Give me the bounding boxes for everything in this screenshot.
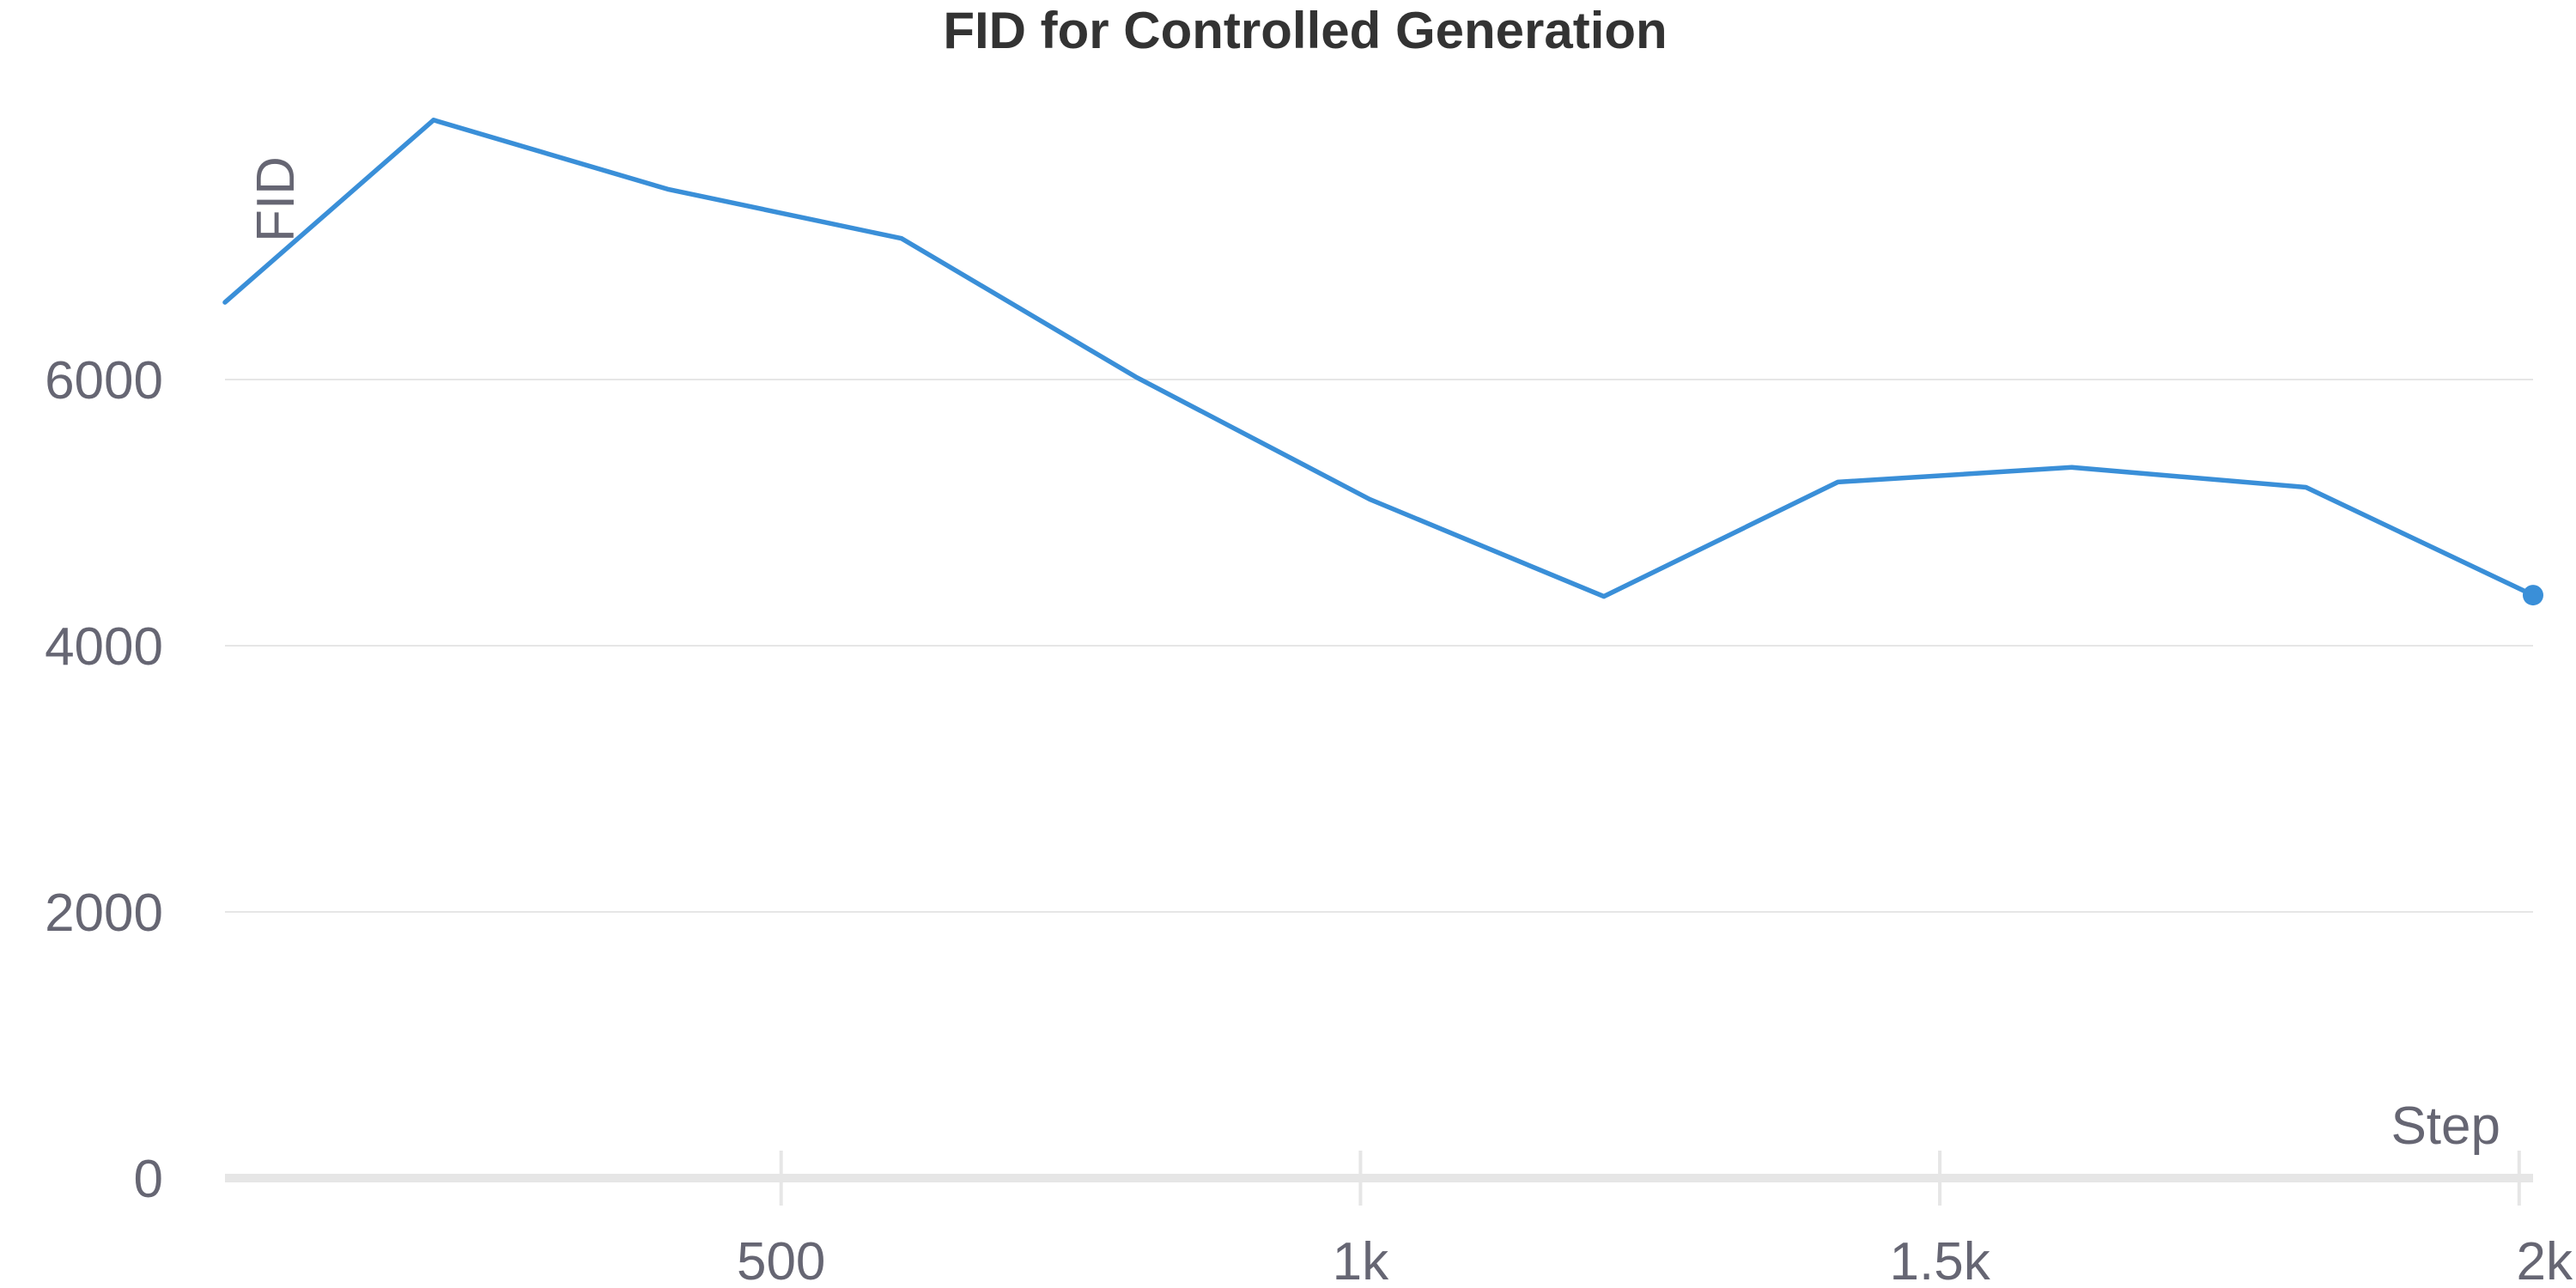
y-axis-label: FID xyxy=(246,156,306,242)
x-tick-label: 2k xyxy=(2517,1232,2573,1288)
series-layer xyxy=(222,118,2543,606)
y-tick-label: 2000 xyxy=(45,884,163,943)
y-tick-label: 0 xyxy=(134,1150,163,1209)
series-end-marker xyxy=(2523,585,2543,606)
grid-layer xyxy=(225,379,2533,913)
x-tick-label: 1k xyxy=(1333,1232,1389,1288)
series-line xyxy=(222,118,2536,599)
x-tick-label: 500 xyxy=(737,1232,825,1288)
x-axis-label: Step xyxy=(2391,1097,2500,1156)
label-layer: FID for Controlled Generation Step FID 0… xyxy=(45,2,2573,1288)
y-tick-label: 4000 xyxy=(45,617,163,677)
x-axis xyxy=(225,1151,2533,1206)
y-tick-label: 6000 xyxy=(45,351,163,410)
chart-title: FID for Controlled Generation xyxy=(943,2,1667,59)
x-tick-label: 1.5k xyxy=(1890,1232,1991,1288)
